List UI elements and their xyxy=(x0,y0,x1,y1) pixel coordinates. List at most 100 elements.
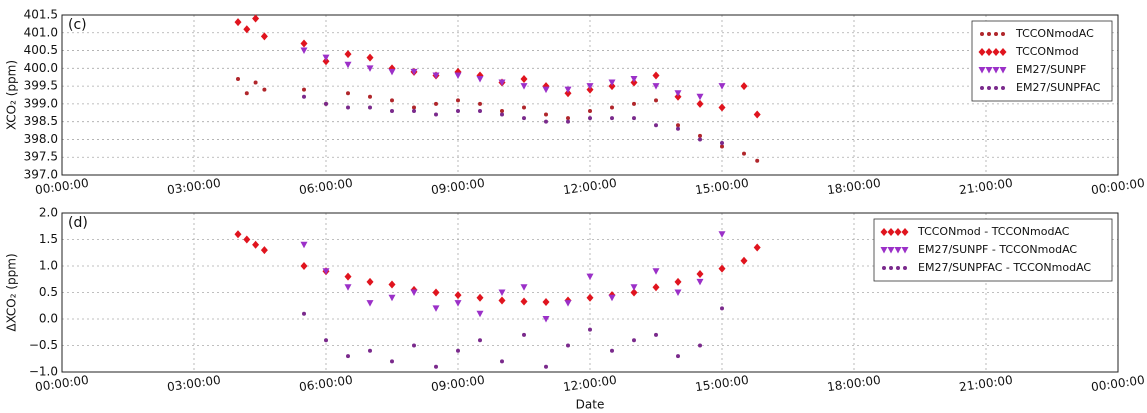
y-axis-label: XCO₂ (ppm) xyxy=(5,60,19,130)
data-point xyxy=(753,110,761,119)
data-point xyxy=(654,98,658,103)
data-point xyxy=(654,123,658,128)
data-point xyxy=(368,348,372,353)
panel-label: (c) xyxy=(68,17,87,33)
data-point xyxy=(698,137,702,142)
x-tick-label: 21:00:00 xyxy=(958,373,1013,394)
data-point xyxy=(608,82,616,91)
y-tick-label: 397.5 xyxy=(24,150,58,164)
legend-marker xyxy=(880,228,888,236)
x-tick-label: 18:00:00 xyxy=(826,373,881,394)
data-point xyxy=(390,359,394,364)
data-point xyxy=(520,297,528,306)
data-point xyxy=(366,65,374,72)
legend-marker xyxy=(889,266,893,270)
legend-marker xyxy=(901,247,909,254)
legend-marker xyxy=(978,67,986,74)
y-tick-label: 401.5 xyxy=(24,8,58,22)
data-point xyxy=(388,280,396,289)
y-tick-label: 398.5 xyxy=(24,114,58,128)
legend-label: EM27/SUNPFAC - TCCONmodAC xyxy=(918,261,1091,274)
data-point xyxy=(696,93,704,101)
data-point xyxy=(302,87,306,92)
data-point xyxy=(696,269,704,278)
x-tick-label: 06:00:00 xyxy=(298,176,353,197)
x-tick-label: 12:00:00 xyxy=(562,373,617,394)
x-tick-label: 18:00:00 xyxy=(826,176,881,197)
data-point xyxy=(478,338,482,343)
data-point xyxy=(344,61,352,69)
data-point xyxy=(566,119,570,124)
legend-marker xyxy=(894,247,902,254)
data-point xyxy=(676,126,680,131)
x-tick-label: 00:00:00 xyxy=(1090,176,1145,197)
legend-label: TCCONmod - TCCONmodAC xyxy=(917,225,1070,238)
data-point xyxy=(542,298,550,307)
data-point xyxy=(300,241,308,249)
data-point xyxy=(454,291,462,300)
legend-marker xyxy=(882,266,886,270)
data-point xyxy=(434,364,438,369)
data-point xyxy=(412,105,416,110)
data-point xyxy=(432,72,440,79)
data-point xyxy=(520,284,528,291)
data-point xyxy=(412,109,416,113)
data-point xyxy=(674,277,682,286)
data-point xyxy=(410,68,418,76)
data-point xyxy=(344,50,352,59)
x-tick-label: 12:00:00 xyxy=(562,176,617,197)
legend-box xyxy=(873,218,1113,282)
data-point xyxy=(500,109,504,113)
data-point xyxy=(388,68,396,76)
data-point xyxy=(753,243,761,252)
panel-label: (d) xyxy=(68,215,88,231)
data-point xyxy=(564,300,572,307)
data-point xyxy=(260,32,268,41)
data-point xyxy=(630,78,638,87)
data-point xyxy=(476,293,484,302)
y-tick-label: 398.0 xyxy=(24,132,58,146)
data-point xyxy=(324,338,328,343)
y-tick-label: 399.0 xyxy=(24,96,58,110)
data-point xyxy=(368,105,372,110)
data-point xyxy=(588,327,592,332)
data-point xyxy=(740,256,748,265)
data-point xyxy=(253,80,258,85)
data-point xyxy=(544,119,548,124)
legend-marker xyxy=(994,32,998,36)
legend-marker xyxy=(985,67,993,74)
data-point xyxy=(236,77,240,81)
x-tick-label: 03:00:00 xyxy=(166,373,221,394)
data-point xyxy=(630,284,638,291)
data-point xyxy=(454,72,462,79)
data-point xyxy=(718,231,726,238)
y-tick-label: 401.0 xyxy=(24,25,58,39)
data-point xyxy=(300,262,308,270)
legend-marker xyxy=(903,266,907,270)
data-point xyxy=(322,57,330,66)
y-tick-label: −0.5 xyxy=(29,338,58,352)
x-tick-label: 09:00:00 xyxy=(430,373,485,394)
plot-frame xyxy=(61,14,1119,176)
data-point xyxy=(676,354,680,359)
data-point xyxy=(234,18,242,27)
data-point xyxy=(366,277,374,286)
data-point xyxy=(244,91,249,96)
legend-marker xyxy=(987,32,991,36)
data-point xyxy=(674,289,682,296)
data-point xyxy=(500,112,504,117)
data-point xyxy=(432,305,440,312)
data-point xyxy=(456,98,460,103)
x-tick-label: 21:00:00 xyxy=(958,176,1013,197)
data-point xyxy=(542,316,550,323)
data-point xyxy=(388,294,396,302)
data-point xyxy=(564,89,572,98)
data-point xyxy=(260,246,268,255)
data-point xyxy=(630,288,638,297)
legend-marker xyxy=(980,32,984,36)
data-point xyxy=(498,79,506,87)
data-point xyxy=(456,109,460,113)
legend-label: EM27/SUNPF xyxy=(1016,63,1086,76)
data-point xyxy=(720,141,724,145)
